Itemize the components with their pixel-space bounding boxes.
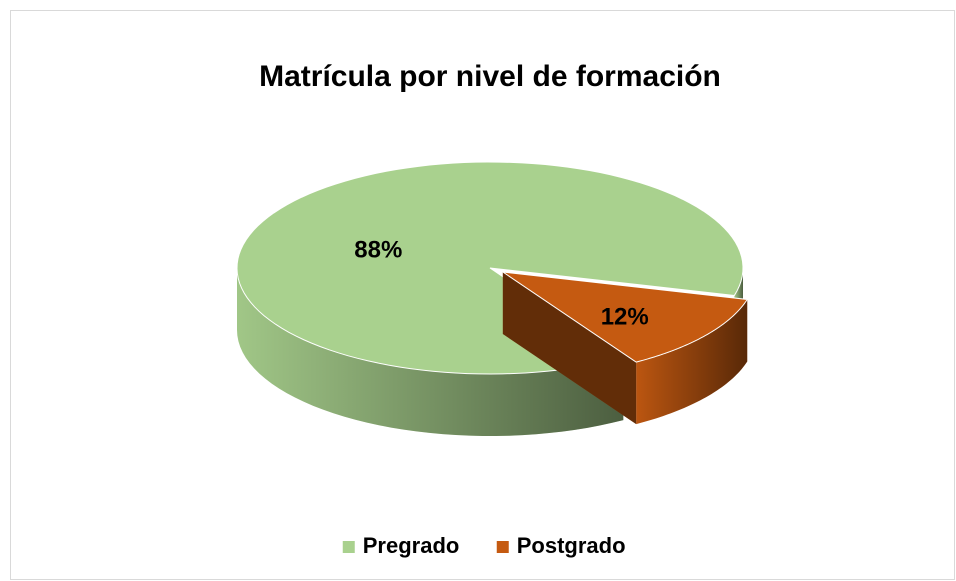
data-label: 12% — [601, 303, 649, 330]
slice — [502, 271, 749, 363]
slice-side-shade — [237, 268, 624, 436]
slice-group — [236, 161, 744, 436]
slice-group — [502, 271, 749, 425]
slice — [236, 161, 744, 375]
legend-swatch — [496, 541, 509, 553]
slice-face-shade — [502, 272, 637, 425]
legend-swatch — [342, 541, 355, 553]
legend-label: Postgrado — [517, 533, 626, 558]
legend-label: Pregrado — [363, 533, 460, 558]
data-label: 88% — [354, 237, 402, 264]
slice-side-shade — [636, 299, 748, 425]
chart-title: Matrícula por nivel de formación — [259, 60, 721, 93]
